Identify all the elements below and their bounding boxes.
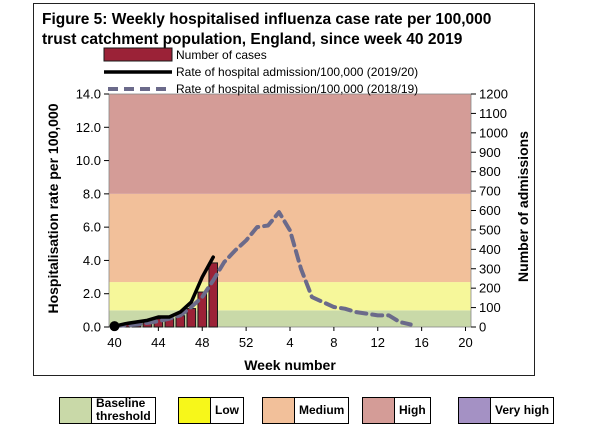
legend-label-bars: Number of cases [176, 48, 267, 62]
threshold-legend-swatch [178, 396, 211, 424]
threshold-legend-label: Baseline threshold [92, 396, 156, 424]
line-rate-2018-19 [112, 210, 413, 329]
y-right-tick-label: 300 [479, 261, 501, 276]
y-right-tick-label: 700 [479, 184, 501, 199]
x-tick-label: 52 [239, 335, 253, 350]
threshold-legend-swatch [262, 396, 295, 424]
legend-label-2018-19: Rate of hospital admission/100,000 (2018… [176, 82, 418, 96]
y-right-tick-label: 1000 [479, 125, 508, 140]
threshold-legend-item: High [362, 394, 431, 426]
y-right-axis-title: Number of admissions [515, 131, 531, 282]
y-right-tick-label: 0 [479, 320, 486, 335]
threshold-legend-item: Low [178, 394, 244, 426]
threshold-legend-item: Very high [458, 394, 555, 426]
y-right-tick-label: 800 [479, 164, 501, 179]
threshold-legend-swatch [458, 396, 491, 424]
threshold-band [109, 94, 471, 194]
threshold-legend-swatch [362, 396, 395, 424]
threshold-legend-item: Medium [262, 394, 350, 426]
x-tick-label: 16 [414, 335, 428, 350]
x-tick-label: 44 [151, 335, 165, 350]
x-tick-label: 48 [195, 335, 209, 350]
threshold-legend-label: Very high [491, 396, 555, 424]
threshold-band [109, 282, 471, 311]
y-left-tick-label: 6.0 [83, 220, 101, 235]
line-rate-2019-20 [112, 255, 215, 328]
x-tick-label: 40 [107, 335, 121, 350]
y-right-tick-label: 200 [479, 281, 501, 296]
bar-number-of-cases [208, 262, 218, 328]
threshold-legend-swatch [59, 396, 92, 424]
threshold-legend-item: Baseline threshold [59, 394, 156, 426]
chart-svg: Figure 5: Weekly hospitalised influenza … [42, 11, 531, 373]
legend-label-2019-20: Rate of hospital admission/100,000 (2019… [176, 65, 418, 79]
threshold-legend-label: Low [211, 396, 244, 424]
y-left-tick-label: 2.0 [83, 286, 101, 301]
bar-number-of-cases [186, 308, 197, 328]
chart-frame: Figure 5: Weekly hospitalised influenza … [33, 3, 535, 376]
threshold-legend: Baseline threshold Low Medium High Very high [0, 386, 600, 444]
y-right-tick-label: 900 [479, 145, 501, 160]
y-right-tick-label: 400 [479, 242, 501, 257]
threshold-legend-label: High [395, 396, 431, 424]
y-left-tick-label: 8.0 [83, 186, 101, 201]
y-left-tick-label: 12.0 [76, 120, 101, 135]
y-left-tick-label: 0.0 [83, 320, 101, 335]
legend-swatch-bars [103, 47, 173, 62]
line-start-marker [109, 321, 120, 332]
chart-title-line: trust catchment population, England, sin… [42, 31, 463, 48]
y-right-tick-label: 100 [479, 300, 501, 315]
y-right-tick-label: 1100 [479, 106, 507, 121]
y-right-tick-label: 500 [479, 222, 501, 237]
y-left-tick-label: 14.0 [76, 87, 101, 102]
chart-title-line: Figure 5: Weekly hospitalised influenza … [42, 11, 491, 28]
y-left-axis-title: Hospitalisation rate per 100,000 [45, 103, 61, 313]
x-tick-label: 20 [458, 335, 472, 350]
y-left-tick-label: 4.0 [83, 253, 101, 268]
x-tick-label: 4 [286, 335, 293, 350]
y-right-tick-label: 1200 [479, 87, 508, 102]
threshold-band [109, 193, 471, 283]
x-tick-label: 8 [330, 335, 337, 350]
x-tick-label: 12 [371, 335, 385, 350]
y-right-tick-label: 600 [479, 203, 501, 218]
x-axis-title: Week number [244, 357, 336, 373]
threshold-legend-label: Medium [295, 396, 350, 424]
y-left-tick-label: 10.0 [76, 153, 101, 168]
